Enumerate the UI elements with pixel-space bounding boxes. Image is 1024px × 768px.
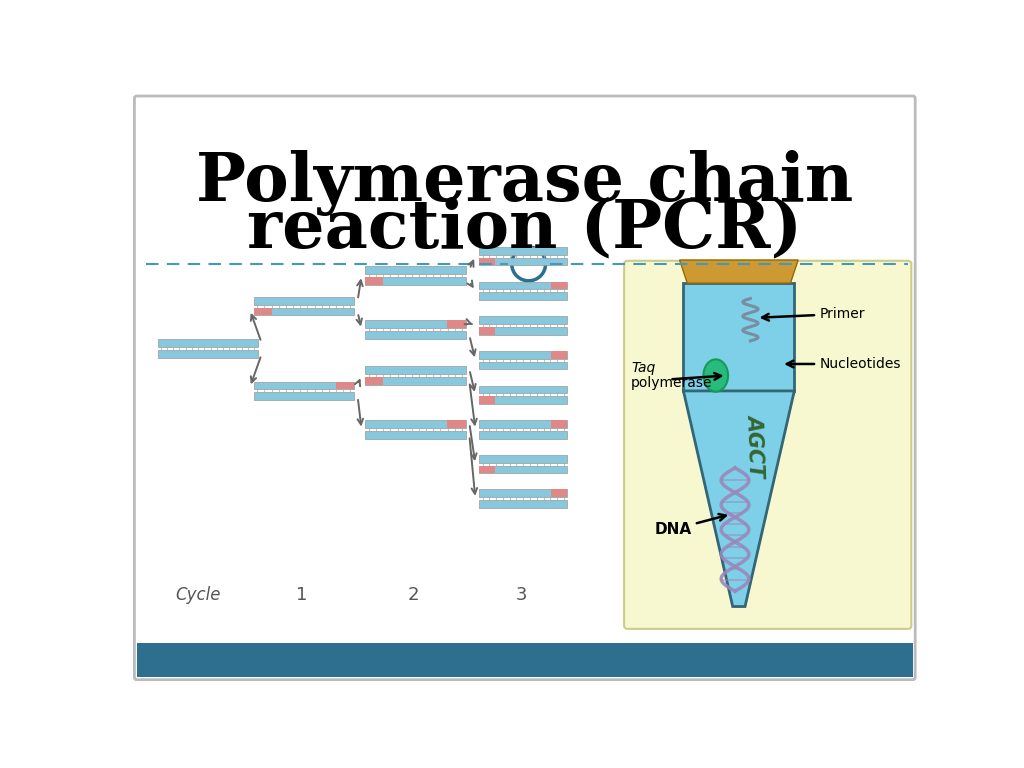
Bar: [479, 396, 495, 404]
Bar: [137, 643, 912, 677]
Polygon shape: [683, 391, 795, 607]
Bar: [479, 465, 495, 473]
Bar: [366, 377, 466, 385]
Text: Primer: Primer: [762, 307, 865, 321]
Text: DNA: DNA: [654, 514, 726, 537]
Bar: [366, 277, 383, 285]
Bar: [366, 420, 466, 428]
Bar: [366, 431, 466, 439]
Bar: [479, 465, 567, 473]
Polygon shape: [680, 260, 798, 283]
Text: AGCT: AGCT: [744, 413, 767, 477]
Bar: [552, 351, 567, 359]
Bar: [479, 258, 495, 266]
Bar: [366, 277, 466, 285]
Text: 2: 2: [408, 586, 419, 604]
FancyBboxPatch shape: [625, 261, 911, 629]
Text: 3: 3: [515, 586, 527, 604]
Bar: [552, 420, 567, 428]
Bar: [254, 308, 354, 316]
Bar: [479, 327, 495, 335]
Bar: [254, 297, 354, 305]
Bar: [479, 316, 567, 324]
FancyBboxPatch shape: [134, 96, 915, 680]
Bar: [479, 455, 567, 462]
Bar: [366, 266, 466, 274]
Bar: [552, 489, 567, 497]
Bar: [336, 382, 354, 389]
Bar: [479, 247, 567, 255]
Bar: [479, 489, 567, 497]
Bar: [479, 362, 567, 369]
Bar: [479, 282, 567, 290]
Bar: [479, 431, 567, 439]
Bar: [447, 420, 466, 428]
Bar: [479, 386, 567, 393]
Bar: [366, 320, 466, 328]
Bar: [552, 282, 567, 290]
Bar: [254, 382, 354, 389]
Bar: [683, 283, 795, 391]
Bar: [479, 258, 567, 266]
Text: 1: 1: [296, 586, 307, 604]
Bar: [447, 320, 466, 328]
Bar: [479, 327, 567, 335]
Bar: [479, 351, 567, 359]
Text: reaction (PCR): reaction (PCR): [247, 197, 803, 262]
Text: polymerase: polymerase: [631, 376, 713, 390]
Bar: [479, 500, 567, 508]
Bar: [479, 420, 567, 428]
Bar: [479, 293, 567, 300]
Text: Taq: Taq: [631, 361, 655, 375]
Bar: [366, 366, 466, 374]
Bar: [254, 392, 354, 400]
Bar: [479, 396, 567, 404]
Bar: [254, 308, 271, 316]
Bar: [158, 350, 258, 358]
Ellipse shape: [703, 359, 728, 392]
Bar: [366, 377, 383, 385]
Bar: [158, 339, 258, 347]
Bar: [366, 331, 466, 339]
Text: Nucleotides: Nucleotides: [786, 357, 901, 371]
Text: Polymerase chain: Polymerase chain: [197, 150, 853, 216]
Text: Cycle: Cycle: [175, 586, 221, 604]
